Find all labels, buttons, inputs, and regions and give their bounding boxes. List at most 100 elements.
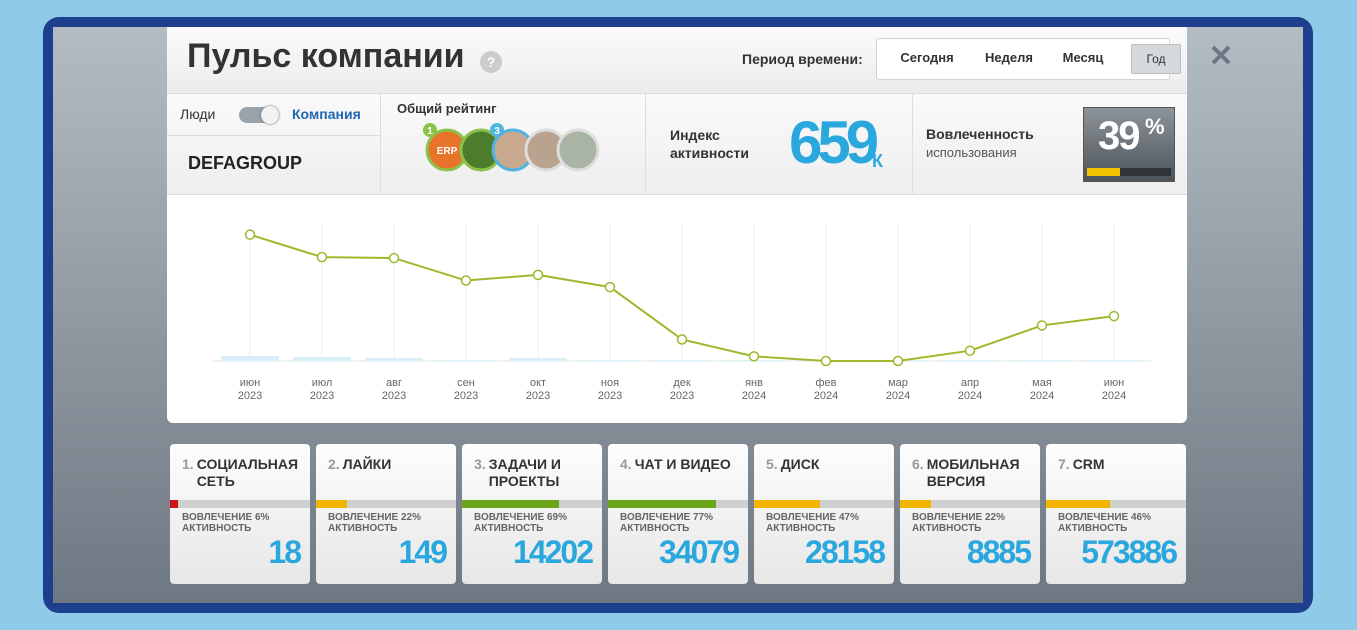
activity-label-1: Индекс bbox=[670, 127, 720, 143]
period-button[interactable]: Месяц bbox=[1062, 50, 1104, 65]
point bbox=[388, 252, 400, 264]
point bbox=[748, 351, 760, 362]
point bbox=[1036, 320, 1048, 331]
activity-value: 14202 bbox=[513, 534, 594, 570]
engagement-bar bbox=[754, 500, 820, 508]
period-group: Сегодня Неделя Месяц Год bbox=[876, 38, 1181, 80]
separator bbox=[380, 94, 381, 194]
x-tick-label: окт 2023 bbox=[526, 377, 550, 402]
x-tick-label: ноя 2023 bbox=[598, 377, 622, 402]
module-card[interactable]: 2. ЛАЙКИ ВОВЛЕЧЕНИЕ 22% АКТИВНОСТЬ 149 bbox=[316, 444, 456, 584]
bar bbox=[221, 356, 279, 361]
activity-value: 18 bbox=[268, 534, 302, 570]
bar bbox=[437, 360, 495, 361]
bar bbox=[1013, 360, 1071, 361]
engagement-track bbox=[1046, 500, 1186, 508]
toggle-right[interactable]: Компания bbox=[292, 106, 361, 122]
module-card[interactable]: 6. МОБИЛЬНАЯ ВЕРСИЯ ВОВЛЕЧЕНИЕ 22% АКТИВНОС… bbox=[900, 444, 1040, 584]
engagement-track bbox=[608, 500, 748, 508]
period-label: Период времени: bbox=[742, 51, 863, 67]
engagement-bar bbox=[608, 500, 716, 508]
module-card[interactable]: 4. ЧАТ И ВИДЕО ВОВЛЕЧЕНИЕ 77% АКТИВНОСТЬ 340… bbox=[608, 444, 748, 584]
toggle-knob bbox=[261, 106, 279, 124]
module-card[interactable]: 3. ЗАДАЧИ И ПРОЕКТЫ ВОВЛЕЧЕНИЕ 69% АКТИВНОС… bbox=[462, 444, 602, 584]
engagement-bar bbox=[316, 500, 347, 508]
module-title: 7. CRM bbox=[1058, 456, 1180, 473]
engagement-track bbox=[316, 500, 456, 508]
activity-label: АКТИВНОСТЬ bbox=[766, 523, 836, 534]
x-tick-label: апр 2024 bbox=[958, 377, 982, 402]
module-card[interactable]: 7. CRM ВОВЛЕЧЕНИЕ 46% АКТИВНОСТЬ 573886 bbox=[1046, 444, 1186, 584]
point bbox=[892, 355, 904, 367]
module-card[interactable]: 1. СОЦИАЛЬНАЯ СЕТЬ ВОВЛЕЧЕНИЕ 6% АКТИВНОСТЬ… bbox=[170, 444, 310, 584]
toggle[interactable] bbox=[239, 106, 279, 124]
module-name: СОЦИАЛЬНАЯ СЕТЬ bbox=[196, 456, 299, 489]
title: Пульс компании bbox=[187, 37, 465, 75]
x-tick-label: июн 2023 bbox=[238, 377, 262, 402]
activity-value: 659 bbox=[789, 109, 879, 176]
info-row: Люди Компания DEFAGROUP Общий рейтинг ER… bbox=[167, 94, 1187, 195]
bar bbox=[293, 357, 351, 361]
module-index: 2. bbox=[328, 456, 340, 472]
module-card[interactable]: 5. ДИСК ВОВЛЕЧЕНИЕ 47% АКТИВНОСТЬ 28158 bbox=[754, 444, 894, 584]
engagement-text: ВОВЛЕЧЕНИЕ 46% bbox=[1058, 512, 1151, 523]
x-tick-label: мая 2024 bbox=[1030, 377, 1054, 402]
badge: 3 bbox=[494, 126, 500, 137]
engagement-bar bbox=[1046, 500, 1111, 508]
chart: июн 2023 июл 2023 авг 2023 сен 2023 окт 2023 ноя 20… bbox=[212, 225, 1152, 402]
period-button[interactable]: Год bbox=[1131, 44, 1181, 74]
period-button[interactable]: Сегодня bbox=[900, 50, 954, 65]
engagement-text: ВОВЛЕЧЕНИЕ 69% bbox=[474, 512, 567, 523]
activity-label-2: активности bbox=[670, 145, 749, 161]
engagement-text: ВОВЛЕЧЕНИЕ 22% bbox=[912, 512, 1005, 523]
activity-label: АКТИВНОСТЬ bbox=[328, 523, 398, 534]
x-tick-label: сен 2023 bbox=[454, 377, 478, 402]
panel: Пульс компании ? Период времени: Сегодня… bbox=[167, 27, 1187, 423]
activity-label: АКТИВНОСТЬ bbox=[182, 523, 252, 534]
point bbox=[964, 345, 976, 356]
bar bbox=[653, 360, 711, 361]
module-title: 1. СОЦИАЛЬНАЯ СЕТЬ bbox=[182, 456, 304, 490]
module-index: 7. bbox=[1058, 456, 1070, 472]
avatars: ERP 1 3 bbox=[423, 123, 600, 172]
activity-value: 8885 bbox=[966, 534, 1032, 570]
engagement-text: ВОВЛЕЧЕНИЕ 77% bbox=[620, 512, 713, 523]
header: Пульс компании ? Период времени: Сегодня… bbox=[167, 27, 1187, 94]
module-index: 4. bbox=[620, 456, 632, 472]
engagement-bar bbox=[1087, 168, 1120, 176]
point bbox=[604, 281, 616, 293]
module-index: 1. bbox=[182, 456, 194, 472]
separator bbox=[912, 94, 913, 194]
period-button[interactable]: Неделя bbox=[985, 50, 1033, 65]
engagement-bar bbox=[900, 500, 931, 508]
module-name: CRM bbox=[1072, 456, 1105, 472]
badge: 1 bbox=[427, 126, 433, 137]
erp-label: ERP bbox=[437, 146, 458, 157]
activity-unit: К bbox=[872, 151, 883, 171]
point bbox=[316, 251, 328, 263]
engagement-sublabel: использования bbox=[926, 145, 1017, 160]
engagement-unit: % bbox=[1145, 114, 1165, 139]
bar bbox=[941, 360, 999, 361]
x-tick-label: авг 2023 bbox=[382, 377, 406, 402]
module-index: 3. bbox=[474, 456, 486, 472]
engagement-text: ВОВЛЕЧЕНИЕ 6% bbox=[182, 512, 270, 523]
module-name: МОБИЛЬНАЯ ВЕРСИЯ bbox=[926, 456, 1020, 489]
engagement-text: ВОВЛЕЧЕНИЕ 22% bbox=[328, 512, 421, 523]
bar bbox=[365, 358, 423, 361]
help[interactable]: ? bbox=[480, 51, 502, 73]
company: DEFAGROUP bbox=[188, 153, 303, 173]
engagement-box: 39 % bbox=[1083, 107, 1175, 182]
toggle-left[interactable]: Люди bbox=[180, 106, 216, 122]
close-button[interactable] bbox=[1211, 45, 1231, 65]
x-tick-label: июл 2023 bbox=[310, 377, 334, 402]
x-tick-label: мар 2024 bbox=[886, 377, 910, 402]
module-name: ЧАТ И ВИДЕО bbox=[634, 456, 731, 472]
module-index: 5. bbox=[766, 456, 778, 472]
engagement-text: ВОВЛЕЧЕНИЕ 47% bbox=[766, 512, 859, 523]
activity-label: Индекс активности bbox=[670, 126, 749, 162]
x-tick-label: июн 2024 bbox=[1102, 377, 1126, 402]
engagement-value: 39 bbox=[1098, 114, 1140, 158]
separator bbox=[645, 94, 646, 194]
